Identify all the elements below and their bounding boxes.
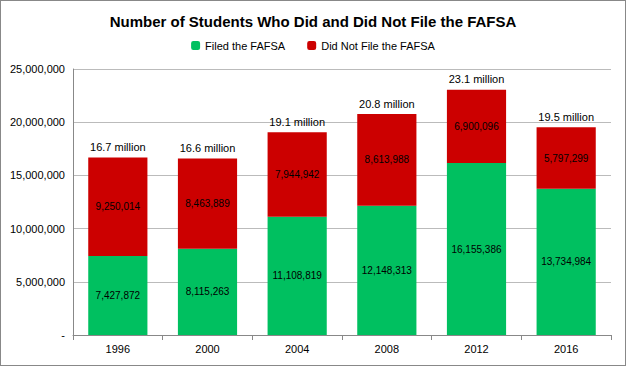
- svg-text:16.7 million: 16.7 million: [90, 141, 146, 153]
- svg-text:6,900,096: 6,900,096: [454, 121, 499, 132]
- svg-text:10,000,000: 10,000,000: [10, 223, 65, 235]
- svg-text:20.8 million: 20.8 million: [359, 98, 415, 110]
- svg-text:8,115,263: 8,115,263: [186, 286, 230, 297]
- svg-text:2008: 2008: [375, 343, 399, 355]
- svg-text:2012: 2012: [464, 343, 488, 355]
- svg-text:2016: 2016: [554, 343, 578, 355]
- svg-text:5,000,000: 5,000,000: [16, 276, 65, 288]
- svg-text:8,613,988: 8,613,988: [365, 154, 410, 165]
- svg-text:Filed the FAFSA: Filed the FAFSA: [205, 40, 286, 52]
- svg-text:2000: 2000: [195, 343, 219, 355]
- svg-text:Did Not File the FAFSA: Did Not File the FAFSA: [321, 40, 435, 52]
- svg-text:23.1 million: 23.1 million: [449, 73, 505, 85]
- svg-text:15,000,000: 15,000,000: [10, 169, 65, 181]
- svg-text:25,000,000: 25,000,000: [10, 63, 65, 75]
- svg-text:9,250,014: 9,250,014: [96, 201, 141, 212]
- svg-text:-: -: [61, 329, 65, 341]
- svg-text:1996: 1996: [106, 343, 130, 355]
- svg-text:16.6 million: 16.6 million: [180, 142, 236, 154]
- svg-text:20,000,000: 20,000,000: [10, 116, 65, 128]
- svg-text:7,944,942: 7,944,942: [275, 169, 320, 180]
- svg-text:19.5 million: 19.5 million: [538, 111, 594, 123]
- svg-text:5,797,299: 5,797,299: [544, 153, 589, 164]
- svg-text:11,108,819: 11,108,819: [273, 270, 323, 281]
- svg-text:13,734,984: 13,734,984: [541, 256, 591, 267]
- svg-text:12,148,313: 12,148,313: [362, 265, 412, 276]
- svg-text:Number of Students Who Did and: Number of Students Who Did and Did Not F…: [110, 13, 517, 30]
- svg-text:7,427,872: 7,427,872: [96, 290, 141, 301]
- svg-text:19.1 million: 19.1 million: [269, 116, 325, 128]
- svg-text:8,463,889: 8,463,889: [185, 198, 230, 209]
- svg-text:2004: 2004: [285, 343, 309, 355]
- svg-text:16,155,386: 16,155,386: [451, 244, 501, 255]
